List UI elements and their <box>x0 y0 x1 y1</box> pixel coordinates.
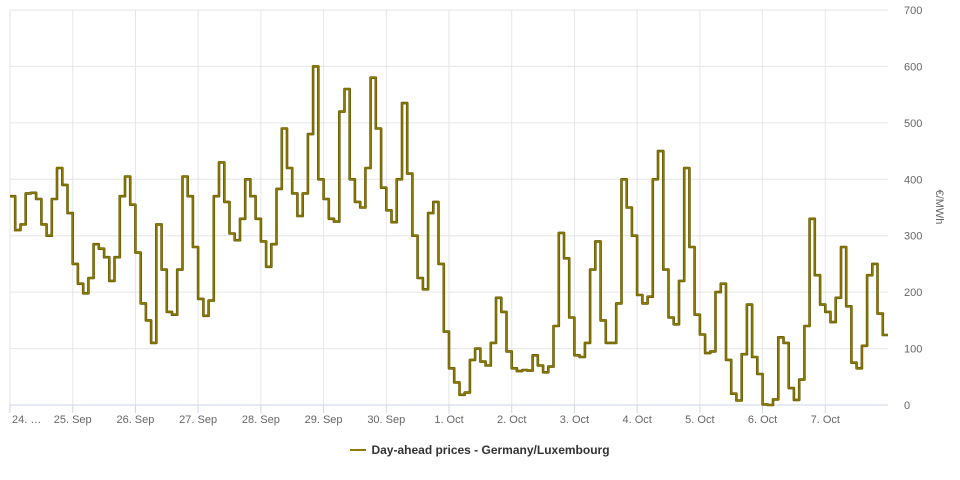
legend-swatch <box>350 448 367 451</box>
y-tick-label: 200 <box>904 287 922 299</box>
x-tick-label: 7. Oct <box>811 414 840 426</box>
x-tick-label: 3. Oct <box>560 414 589 426</box>
series-line <box>10 65 888 406</box>
y-tick-label: 500 <box>904 118 922 130</box>
x-tick-label: 27. Sep <box>179 414 217 426</box>
x-tick-label: 25. Sep <box>54 414 92 426</box>
x-tick-label: 29. Sep <box>305 414 343 426</box>
x-tick-label: 4. Oct <box>622 414 651 426</box>
series-day-ahead-prices <box>10 65 888 407</box>
y-tick-label: 600 <box>904 61 922 73</box>
y-tick-label: 0 <box>904 400 910 412</box>
y-tick-label: 300 <box>904 231 922 243</box>
grid <box>9 9 888 406</box>
x-tick-label: 28. Sep <box>242 414 280 426</box>
y-tick-label: 100 <box>904 344 922 356</box>
x-tick-label: 2. Oct <box>497 414 526 426</box>
y-tick-label: 400 <box>904 174 922 186</box>
x-tick-label: 1. Oct <box>434 414 463 426</box>
y-tick-label: 700 <box>904 5 922 17</box>
y-axis-label: €/MWh <box>933 190 945 225</box>
y-axis: 0 100 200 300 400 500 600 700 <box>904 5 922 412</box>
x-tick-label: 24. … <box>12 414 41 426</box>
x-axis: 24. … 25. Sep 26. Sep 27. Sep 28. Sep 29. Sep… <box>9 405 840 426</box>
legend-item[interactable]: Day-ahead prices - Germany/Luxembourg <box>0 443 960 457</box>
x-tick-label: 6. Oct <box>748 414 777 426</box>
x-tick-label: 30. Sep <box>367 414 405 426</box>
legend-label: Day-ahead prices - Germany/Luxembourg <box>371 443 610 457</box>
x-tick-label: 5. Oct <box>685 414 714 426</box>
x-tick-label: 26. Sep <box>116 414 154 426</box>
